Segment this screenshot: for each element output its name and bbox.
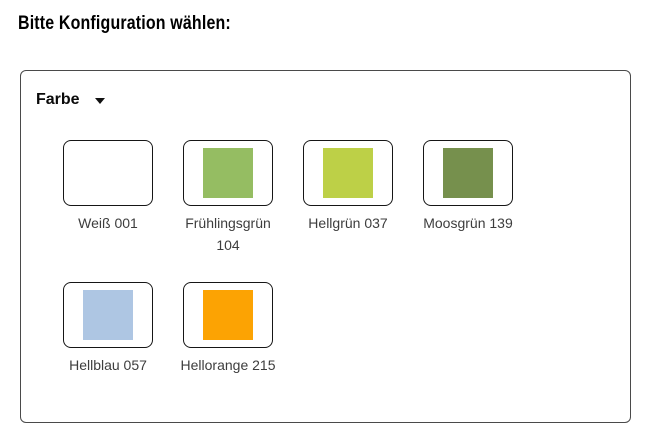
farbe-dropdown-label: Farbe bbox=[36, 91, 80, 108]
color-chip bbox=[203, 148, 253, 198]
color-option-label: Hellblau 057 bbox=[69, 357, 147, 373]
color-tile[interactable] bbox=[303, 140, 393, 206]
color-tile[interactable] bbox=[183, 282, 273, 348]
page-title: Bitte Konfiguration wählen: bbox=[18, 13, 231, 34]
color-option-label: Hellgrün 037 bbox=[308, 215, 388, 231]
color-tile[interactable] bbox=[63, 140, 153, 206]
color-chip bbox=[83, 290, 133, 340]
color-option-label: Weiß 001 bbox=[78, 215, 138, 231]
color-option[interactable]: Moosgrün 139 bbox=[423, 140, 513, 256]
color-option-label: Hellorange 215 bbox=[180, 357, 276, 373]
color-option[interactable]: Frühlingsgrün 104 bbox=[183, 140, 273, 256]
color-tile[interactable] bbox=[183, 140, 273, 206]
color-chip bbox=[443, 148, 493, 198]
chevron-down-icon bbox=[94, 97, 105, 104]
color-options-grid: Weiß 001 Frühlingsgrün 104 Hellgrün 037 … bbox=[63, 140, 533, 376]
color-option-label: Frühlingsgrün 104 bbox=[185, 215, 271, 253]
color-option-label: Moosgrün 139 bbox=[423, 215, 513, 231]
color-chip bbox=[203, 290, 253, 340]
farbe-dropdown[interactable]: Farbe bbox=[36, 90, 105, 109]
color-chip bbox=[83, 148, 133, 198]
color-option[interactable]: Hellgrün 037 bbox=[303, 140, 393, 256]
configurator-panel: Farbe Weiß 001 Frühlingsgrün 104 Hellgrü… bbox=[20, 70, 631, 423]
color-chip bbox=[323, 148, 373, 198]
color-tile[interactable] bbox=[63, 282, 153, 348]
color-option[interactable]: Hellorange 215 bbox=[181, 282, 275, 376]
color-tile[interactable] bbox=[423, 140, 513, 206]
color-option[interactable]: Hellblau 057 bbox=[63, 282, 153, 376]
color-option[interactable]: Weiß 001 bbox=[63, 140, 153, 256]
